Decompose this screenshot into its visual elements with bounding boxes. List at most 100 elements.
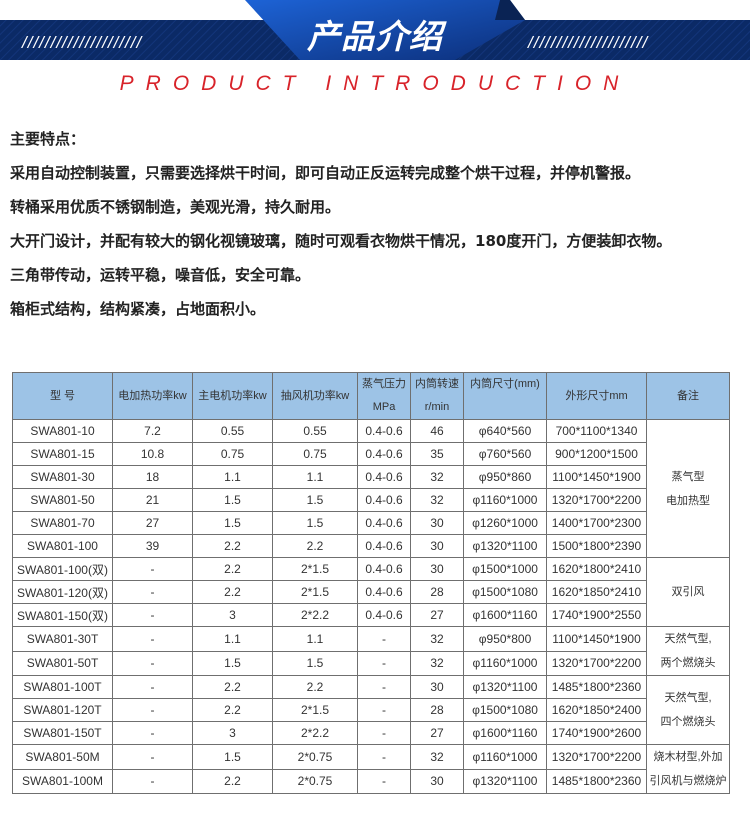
table-cell: 1485*1800*2360 (546, 768, 647, 794)
table-cell: 1740*1900*2600 (546, 721, 647, 745)
table-cell: 30 (410, 511, 464, 535)
table-cell: φ1600*1160 (463, 603, 547, 627)
table-cell: 2*0.75 (272, 744, 358, 770)
table-cell: 39 (112, 534, 193, 558)
table-cell: 1100*1450*1900 (546, 465, 647, 489)
table-cell: φ1600*1160 (463, 721, 547, 745)
table-cell: 2.2 (192, 580, 273, 604)
remark-cell: 天然气型, 四个燃烧头 (646, 675, 730, 745)
table-cell: 2*1.5 (272, 557, 358, 581)
table-cell: - (112, 580, 193, 604)
table-cell: 1.5 (272, 488, 358, 512)
table-cell: 32 (410, 744, 464, 770)
table-row: SWA801-15 10.8 0.75 0.75 0.4-0.6 35 φ760*560 90… (12, 442, 730, 466)
column-header: 内筒转速 r/min (410, 372, 464, 420)
remark-cell: 天然气型, 两个燃烧头 (646, 626, 730, 676)
table-header-row: 型 号电加热功率kw 主电机功率kw 抽风机功率kw 蒸气压力 MPa 内筒转速 r/min… (12, 372, 730, 420)
table-cell: - (357, 744, 411, 770)
column-header: 主电机功率kw (192, 372, 273, 420)
feature-item: 转桶采用优质不锈钢制造，美观光滑，持久耐用。 (10, 198, 341, 216)
table-cell: 1.5 (192, 511, 273, 535)
table-row: SWA801-30 18 1.1 1.1 0.4-0.6 32 φ950*860 1100*1… (12, 465, 730, 489)
feature-item: 大开门设计，并配有较大的钢化视镜玻璃，随时可观看衣物烘干情况，180度开门，方便… (10, 232, 672, 250)
table-cell: SWA801-100(双) (12, 557, 113, 581)
table-cell: 2*1.5 (272, 580, 358, 604)
column-header: 内筒尺寸(mm) (463, 372, 547, 420)
table-cell: 1.5 (192, 650, 273, 676)
table-cell: SWA801-15 (12, 442, 113, 466)
column-header-line: 蒸气压力 (362, 378, 406, 390)
table-cell: 0.4-0.6 (357, 442, 411, 466)
remark-cell: 蒸气型 电加热型 (646, 419, 730, 558)
table-cell: 0.4-0.6 (357, 580, 411, 604)
table-cell: 1320*1700*2200 (546, 744, 647, 770)
table-cell: 1320*1700*2200 (546, 650, 647, 676)
table-cell: 2.2 (272, 534, 358, 558)
table-cell: 1.5 (272, 511, 358, 535)
table-cell: 0.55 (272, 419, 358, 443)
table-cell: 2*2.2 (272, 603, 358, 627)
page-subtitle: PRODUCT INTRODUCTION (119, 72, 631, 95)
banner-graphic (0, 0, 750, 60)
table-cell: 0.4-0.6 (357, 465, 411, 489)
table-cell: 30 (410, 557, 464, 581)
table-row: SWA801-150(双) -3 2*2.2 0.4-0.6 27 φ1600*1160 1… (12, 603, 730, 627)
table-row: SWA801-100(双) -2.2 2*1.5 0.4-0.6 30 φ1500*100… (12, 557, 730, 627)
table-row: SWA801-100T -2.2 2.2-30 φ1320*1100 1485*1800… (12, 675, 730, 745)
table-cell: φ1160*1000 (463, 650, 547, 676)
table-cell: SWA801-10 (12, 419, 113, 443)
table-cell: φ1320*1100 (463, 768, 547, 794)
table-cell: 2.2 (272, 675, 358, 699)
table-cell: 0.4-0.6 (357, 557, 411, 581)
table-cell: SWA801-100T (12, 675, 113, 699)
table-cell: 1.5 (192, 744, 273, 770)
table-cell: - (112, 626, 193, 652)
table-cell: 27 (410, 721, 464, 745)
table-cell: 1.5 (272, 650, 358, 676)
table-cell: 1500*1800*2390 (546, 534, 647, 558)
table-cell: 1485*1800*2360 (546, 675, 647, 699)
table-cell: - (112, 721, 193, 745)
table-cell: 1.5 (192, 488, 273, 512)
table-cell: - (357, 768, 411, 794)
column-header-line: r/min (424, 401, 450, 413)
column-header-line: 内筒转速 (415, 378, 459, 390)
table-cell: - (357, 650, 411, 676)
remark-cell: 双引风 (646, 557, 730, 627)
table-row: SWA801-100M -2.2 2*0.75-30 φ1320*1100 1485*1… (12, 768, 730, 794)
remark-line: 四个燃烧头 (660, 716, 716, 728)
table-cell: 32 (410, 650, 464, 676)
table-cell: 28 (410, 698, 464, 722)
table-cell: 2*0.75 (272, 768, 358, 794)
table-cell: 21 (112, 488, 193, 512)
column-header: 备注 (646, 372, 730, 420)
table-cell: SWA801-150T (12, 721, 113, 745)
table-cell: φ1500*1080 (463, 580, 547, 604)
column-header: 抽风机功率kw (272, 372, 358, 420)
remark-line: 电加热型 (666, 494, 710, 507)
table-cell: 1620*1800*2410 (546, 557, 647, 581)
table-cell: SWA801-120T (12, 698, 113, 722)
remark-line: 烧木材型,外加 (653, 751, 723, 763)
table-row: SWA801-50T -1.5 1.5-32 φ1160*1000 1320*1700*… (12, 650, 730, 676)
column-header-line: MPa (372, 401, 396, 413)
table-cell: SWA801-70 (12, 511, 113, 535)
table-cell: 0.4-0.6 (357, 511, 411, 535)
table-row: SWA801-30T -1.1 1.1-32 φ950*800 1100*1450*19… (12, 626, 730, 676)
table-cell: - (357, 721, 411, 745)
table-cell: 0.4-0.6 (357, 534, 411, 558)
table-cell: 0.4-0.6 (357, 488, 411, 512)
table-cell: 2.2 (192, 534, 273, 558)
remark-line: 天然气型, (664, 692, 712, 704)
table-cell: - (112, 603, 193, 627)
table-cell: φ1500*1000 (463, 557, 547, 581)
remark-line: 双引风 (671, 586, 705, 598)
table-cell: 1.1 (192, 626, 273, 652)
remark-line: 蒸气型 (671, 470, 705, 483)
table-cell: 2.2 (192, 768, 273, 794)
table-cell: 0.4-0.6 (357, 419, 411, 443)
table-cell: φ1320*1100 (463, 675, 547, 699)
column-header: 电加热功率kw (112, 372, 193, 420)
table-cell: 2.2 (192, 698, 273, 722)
table-cell: φ1160*1000 (463, 744, 547, 770)
